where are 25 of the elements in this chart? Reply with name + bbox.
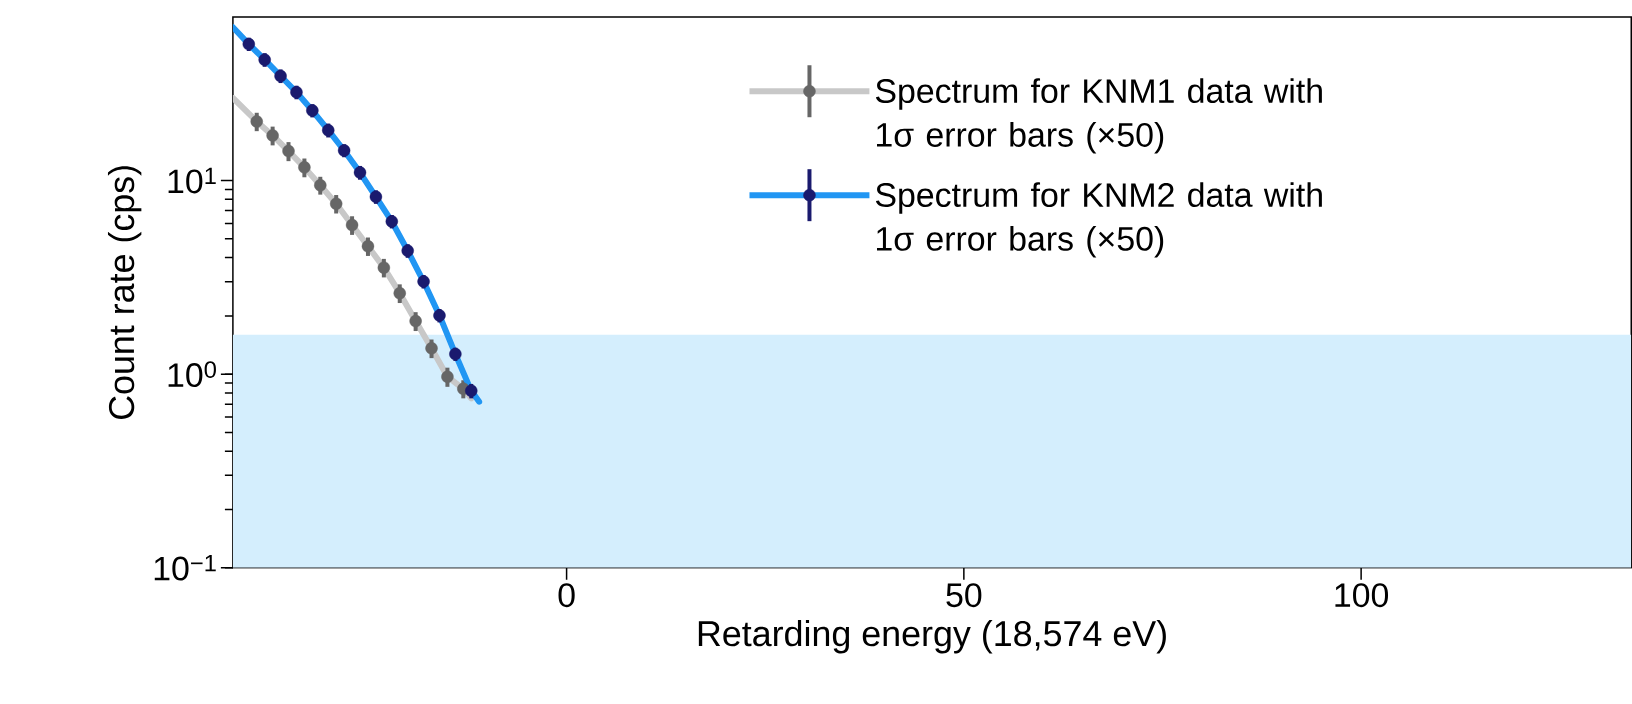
point — [274, 69, 287, 83]
point — [282, 145, 295, 158]
point — [425, 342, 438, 355]
x-tick-label: 0 — [558, 583, 575, 608]
point — [345, 219, 359, 232]
x-axis-title: Retarding energy (18,574 eV) — [698, 620, 1166, 654]
point — [393, 287, 406, 300]
point — [361, 240, 375, 253]
legend-label: Spectrum for KNM2 data with 1σ error bars (×50) — [875, 182, 1322, 258]
point — [465, 384, 478, 398]
point — [298, 161, 311, 174]
legend-label: Spectrum for KNM1 data with 1σ error bars (×50) — [875, 78, 1322, 154]
point — [377, 261, 391, 275]
point — [266, 129, 279, 142]
point — [409, 315, 422, 328]
y-tick-label: 10$^{−1}$ — [154, 555, 216, 581]
point — [441, 370, 454, 384]
x-tick-label: 50 — [946, 583, 982, 608]
point — [314, 179, 327, 192]
y-axis-title: Count rate (cps) — [107, 166, 142, 420]
y-tick-label: 10$^{0}$ — [168, 361, 216, 388]
x-tick-label: 100 — [1335, 583, 1389, 608]
point — [250, 115, 263, 128]
y-tick-label: 10$^{1}$ — [168, 167, 216, 194]
point — [329, 197, 343, 211]
